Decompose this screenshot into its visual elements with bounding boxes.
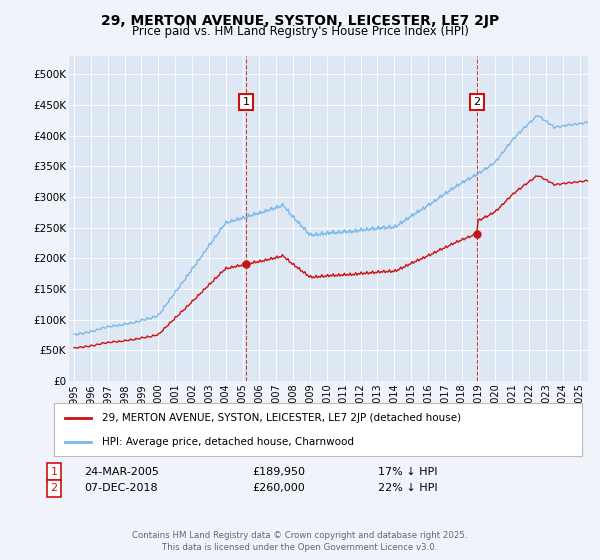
Text: 29, MERTON AVENUE, SYSTON, LEICESTER, LE7 2JP (detached house): 29, MERTON AVENUE, SYSTON, LEICESTER, LE… xyxy=(101,413,461,423)
Text: 17% ↓ HPI: 17% ↓ HPI xyxy=(378,466,437,477)
Text: Contains HM Land Registry data © Crown copyright and database right 2025.
This d: Contains HM Land Registry data © Crown c… xyxy=(132,531,468,552)
Text: 24-MAR-2005: 24-MAR-2005 xyxy=(84,466,159,477)
Text: 29, MERTON AVENUE, SYSTON, LEICESTER, LE7 2JP: 29, MERTON AVENUE, SYSTON, LEICESTER, LE… xyxy=(101,14,499,28)
Text: HPI: Average price, detached house, Charnwood: HPI: Average price, detached house, Char… xyxy=(101,436,353,446)
Text: 1: 1 xyxy=(243,97,250,107)
Text: Price paid vs. HM Land Registry's House Price Index (HPI): Price paid vs. HM Land Registry's House … xyxy=(131,25,469,38)
Text: £260,000: £260,000 xyxy=(252,483,305,493)
Text: 22% ↓ HPI: 22% ↓ HPI xyxy=(378,483,437,493)
Text: 07-DEC-2018: 07-DEC-2018 xyxy=(84,483,158,493)
Text: 1: 1 xyxy=(50,466,58,477)
Text: £189,950: £189,950 xyxy=(252,466,305,477)
Text: 2: 2 xyxy=(50,483,58,493)
Text: 2: 2 xyxy=(473,97,481,107)
